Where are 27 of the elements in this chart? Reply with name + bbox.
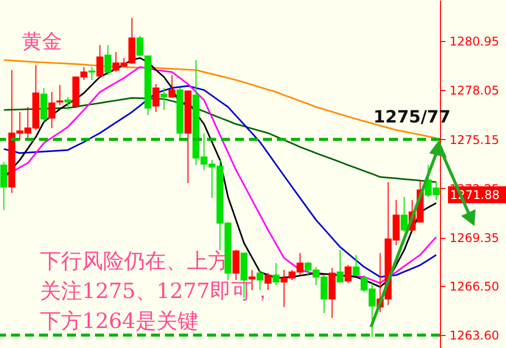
candlestick	[0, 162, 8, 211]
candlestick	[336, 250, 344, 283]
candlestick	[104, 44, 112, 76]
candlestick	[352, 254, 360, 276]
candlestick	[56, 84, 64, 106]
candlestick	[168, 74, 176, 98]
candlestick	[256, 270, 264, 291]
y-tick-label: 1280.95	[450, 34, 500, 49]
candlestick	[48, 92, 56, 128]
candlestick	[344, 264, 352, 284]
y-tick-label: 1278.05	[450, 84, 500, 98]
candlestick	[152, 84, 160, 113]
candlestick	[88, 66, 96, 81]
candlestick	[160, 87, 168, 111]
y-tick-label: 1275.15	[450, 132, 500, 147]
y-tick-label: 1269.35	[450, 231, 500, 246]
candlestick	[264, 272, 272, 291]
candlestick	[400, 196, 408, 233]
annotation: 下方1264是关键	[40, 309, 198, 333]
candlestick	[64, 96, 72, 111]
candlestick	[272, 262, 280, 286]
candlestick	[232, 250, 240, 281]
y-tick-label: 1266.50	[450, 279, 500, 294]
candlestick	[96, 44, 104, 78]
candlestick	[136, 35, 144, 56]
y-tick-label: 1263.60	[450, 328, 500, 343]
text: 黄金	[22, 29, 62, 53]
